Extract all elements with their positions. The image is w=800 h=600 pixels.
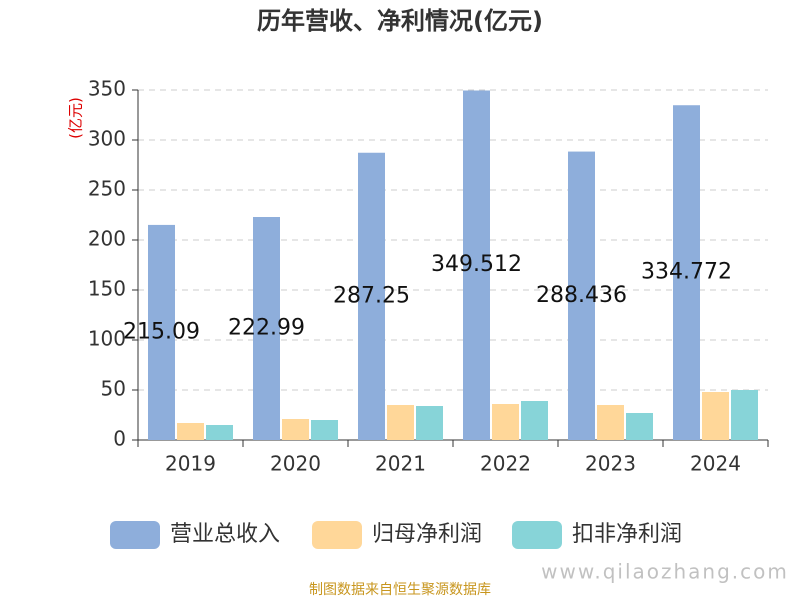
y-tick-label: 150 xyxy=(88,277,126,301)
bar xyxy=(253,217,280,440)
legend-swatch xyxy=(512,521,562,549)
x-tick-label: 2022 xyxy=(480,452,531,476)
bar xyxy=(626,413,653,440)
watermark: www.qilaozhang.com xyxy=(541,560,789,584)
bar xyxy=(416,406,443,440)
legend-swatch xyxy=(312,521,362,549)
y-tick-label: 350 xyxy=(88,77,126,101)
bar xyxy=(311,420,338,440)
y-tick-label: 100 xyxy=(88,327,126,351)
bar xyxy=(148,224,175,440)
bar xyxy=(282,419,309,440)
legend-label: 扣非净利润 xyxy=(572,522,682,547)
source-note: 制图数据来自恒生聚源数据库 xyxy=(309,582,491,598)
value-label: 334.772 xyxy=(641,260,732,285)
bar xyxy=(673,105,700,440)
x-tick-label: 2023 xyxy=(585,452,636,476)
value-label: 288.436 xyxy=(536,283,627,308)
y-tick-label: 300 xyxy=(88,127,126,151)
bar xyxy=(731,390,758,440)
bar xyxy=(521,401,548,440)
y-tick-label: 0 xyxy=(113,427,126,451)
bar xyxy=(358,152,385,440)
bar xyxy=(177,423,204,440)
legend-label: 归母净利润 xyxy=(372,522,482,547)
bar xyxy=(492,404,519,440)
value-label: 349.512 xyxy=(431,252,522,277)
y-tick-label: 200 xyxy=(88,227,126,251)
value-label: 222.99 xyxy=(228,316,305,341)
x-tick-label: 2024 xyxy=(690,452,741,476)
legend-label: 营业总收入 xyxy=(170,522,280,547)
bar xyxy=(206,425,233,440)
bar xyxy=(568,151,595,440)
x-tick-label: 2019 xyxy=(165,452,216,476)
value-label: 287.25 xyxy=(333,283,410,308)
value-label: 215.09 xyxy=(123,319,200,344)
x-tick-label: 2020 xyxy=(270,452,321,476)
bar xyxy=(387,405,414,440)
legend-swatch xyxy=(110,521,160,549)
chart-title: 历年营收、净利情况(亿元) xyxy=(257,7,543,35)
y-tick-label: 250 xyxy=(88,177,126,201)
y-tick-label: 50 xyxy=(101,377,126,401)
bar xyxy=(463,90,490,440)
y-axis-label: (亿元) xyxy=(67,97,85,139)
bar xyxy=(597,405,624,440)
bar xyxy=(702,392,729,440)
x-tick-label: 2021 xyxy=(375,452,426,476)
